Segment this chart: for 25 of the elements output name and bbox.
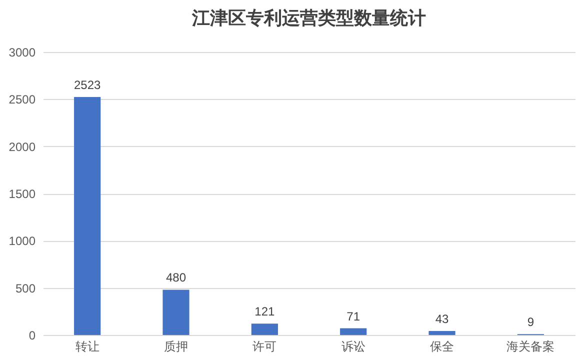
x-tick-label: 转让 (75, 340, 100, 354)
x-tick-label: 许可 (252, 340, 277, 354)
y-tick-label: 500 (15, 281, 36, 296)
bar (340, 328, 367, 335)
bar (251, 324, 278, 335)
x-tick-label: 质押 (164, 340, 188, 354)
data-label: 9 (527, 315, 534, 330)
y-tick-label: 1000 (8, 234, 36, 248)
data-label: 71 (346, 309, 360, 324)
data-label: 2523 (74, 78, 102, 92)
bar (74, 96, 101, 335)
y-tick-label: 3000 (8, 46, 36, 60)
data-label: 43 (435, 312, 449, 326)
data-label: 121 (254, 304, 275, 319)
bar (428, 330, 456, 335)
y-tick-label: 1500 (8, 187, 36, 201)
bar (162, 290, 190, 335)
x-tick-label: 诉讼 (341, 340, 366, 354)
y-tick-label: 0 (28, 328, 36, 342)
data-label: 480 (166, 270, 186, 285)
x-tick-label: 保全 (430, 340, 454, 354)
y-tick-label: 2500 (8, 92, 36, 107)
x-tick-label: 海关备案 (506, 340, 555, 354)
y-tick-label: 2000 (8, 140, 36, 154)
chart-title: 江津区专利运营类型数量统计 (191, 8, 426, 29)
